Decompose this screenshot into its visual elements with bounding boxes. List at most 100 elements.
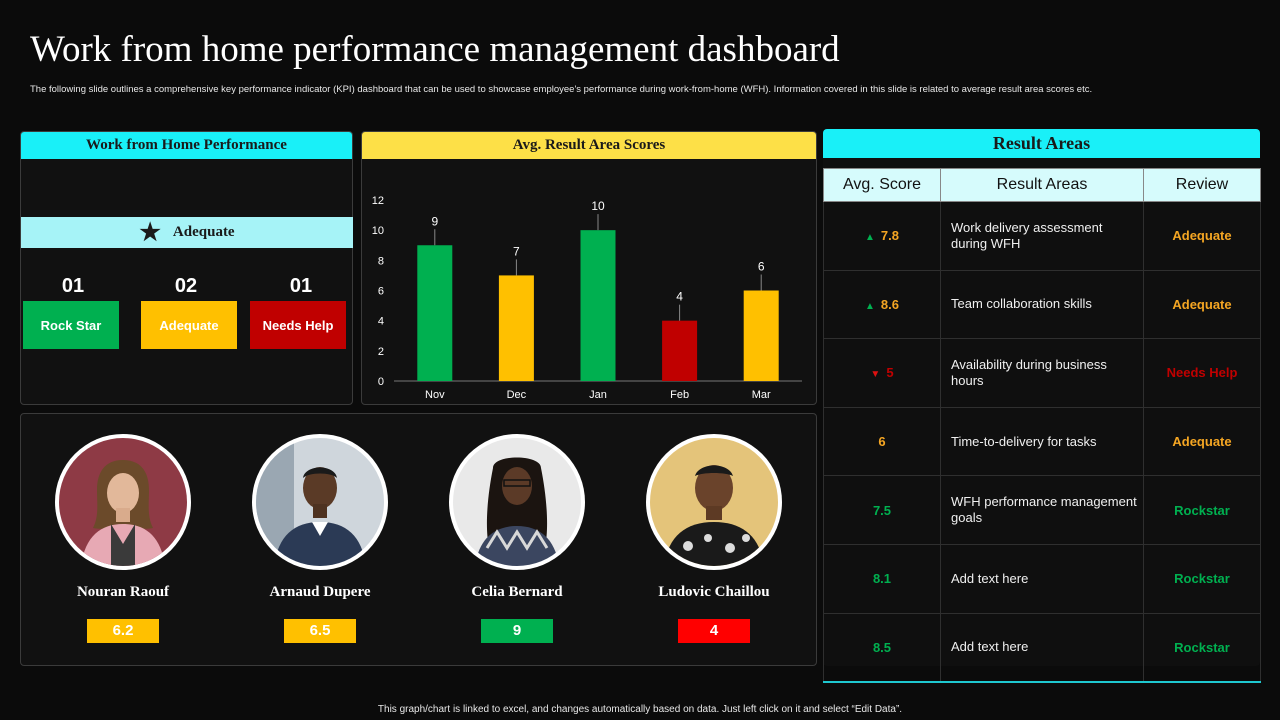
bar (662, 320, 698, 381)
avg-score-cell: 8.1 (823, 543, 941, 614)
avg-score-cell: ▲ 7.8 (823, 201, 941, 271)
result-area-cell: Add text here (940, 612, 1144, 684)
result-area-cell: Work delivery assessment during WFH (940, 201, 1144, 271)
avatar (252, 434, 388, 570)
employee-name: Celia Bernard (471, 584, 563, 600)
data-label: 9 (431, 214, 438, 228)
y-tick-label: 6 (378, 286, 384, 298)
avg-score-value: 7.5 (872, 502, 892, 518)
wfh-panel-header: Work from Home Performance (21, 132, 352, 159)
avg-score-cell: ▲ 8.6 (823, 269, 941, 340)
star-icon: ★ (139, 219, 161, 246)
result-areas-table: Avg. Score Result Areas Review ▲ 7.8 Work … (823, 168, 1261, 684)
adequate-count: 02 (174, 275, 198, 297)
y-tick-label: 4 (378, 316, 384, 328)
avatar (55, 434, 191, 570)
employee-score: 6.2 (87, 619, 159, 643)
page-title: Work from home performance management da… (30, 29, 840, 70)
x-tick-label: Feb (670, 389, 689, 401)
employee-score: 6.5 (284, 619, 356, 643)
avg-score-value: 8.6 (880, 296, 899, 312)
bar (498, 275, 534, 381)
bar (417, 245, 453, 381)
avg-score-cell: ▼ 5 (823, 338, 941, 408)
trend-up-icon: ▲ (865, 300, 875, 312)
avatar (449, 434, 585, 570)
x-tick-label: Mar (752, 389, 771, 401)
overall-rating-label: Adequate (172, 224, 235, 240)
employee-name: Ludovic Chaillou (658, 584, 770, 600)
table-row: 6 Time-to-delivery for tasks Adequate (823, 406, 1261, 477)
avatar-photo (256, 438, 384, 566)
result-area-cell: Add text here (940, 543, 1144, 614)
column-header: Review (1143, 168, 1261, 202)
column-header: Avg. Score (823, 168, 941, 202)
data-label: 7 (513, 244, 520, 258)
overall-rating-band: ★ Adequate (21, 217, 353, 248)
avg-score-cell: 7.5 (823, 475, 941, 545)
table-header-row: Avg. Score Result Areas Review (823, 168, 1261, 202)
avg-score-cell: 8.5 (823, 612, 941, 684)
employee-score: 4 (678, 619, 750, 643)
review-cell: Adequate (1143, 201, 1261, 271)
bar (743, 290, 779, 381)
trend-down-icon: ▼ (870, 369, 881, 381)
trend-up-icon: ▲ (865, 232, 875, 244)
review-cell: Rockstar (1143, 612, 1261, 684)
review-cell: Rockstar (1143, 543, 1261, 614)
avatar-photo (453, 438, 581, 566)
employee-name: Arnaud Dupere (269, 584, 371, 600)
x-tick-label: Nov (425, 389, 445, 401)
table-row: ▲ 7.8 Work delivery assessment during WFH A… (823, 201, 1261, 271)
result-area-cell: Team collaboration skills (940, 269, 1144, 340)
result-areas-header: Result Areas (823, 129, 1260, 158)
review-cell: Needs Help (1143, 338, 1261, 408)
review-cell: Adequate (1143, 269, 1261, 340)
avg-score-value: 8.1 (872, 571, 892, 587)
avatar (646, 434, 782, 570)
needs-help-badge: Needs Help (250, 301, 346, 349)
chart-title: Avg. Result Area Scores (362, 132, 816, 159)
adequate-badge: Adequate (141, 301, 237, 349)
needs-help-count: 01 (289, 275, 313, 297)
result-area-cell: Availability during business hours (940, 338, 1144, 408)
y-tick-label: 0 (378, 376, 384, 388)
avg-score-value: 8.5 (872, 639, 892, 655)
avg-score-value: 5 (886, 365, 894, 381)
rockstar-badge: Rock Star (23, 301, 119, 349)
avg-result-scores-panel: Avg. Result Area Scores 0 2 4 6 8 10 12 9 Nov 7 De… (361, 131, 817, 405)
column-header: Result Areas (940, 168, 1144, 202)
avatar-photo (59, 438, 187, 566)
employee-score: 9 (481, 619, 553, 643)
review-cell: Adequate (1143, 406, 1261, 477)
data-label: 10 (591, 199, 605, 213)
table-row: 8.1 Add text here Rockstar (823, 543, 1261, 614)
result-areas-panel: Result Areas Avg. Score Result Areas Rev… (823, 129, 1261, 684)
avg-score-value: 7.8 (880, 228, 899, 244)
y-tick-label: 2 (378, 346, 384, 358)
avg-score-cell: 6 (823, 406, 941, 477)
data-label: 4 (676, 290, 683, 304)
result-area-cell: Time-to-delivery for tasks (940, 406, 1144, 477)
employee-name: Nouran Raouf (76, 584, 170, 600)
table-row: ▲ 8.6 Team collaboration skills Adequate (823, 269, 1261, 340)
employees-panel: Nouran Raouf 6.2 Arnaud Dupere 6.5 (20, 413, 817, 666)
avatar-photo (650, 438, 778, 566)
y-tick-label: 12 (372, 195, 384, 207)
y-tick-label: 8 (378, 255, 384, 267)
wfh-performance-panel: Work from Home Performance ★ Adequate 01… (20, 131, 353, 405)
result-area-cell: WFH performance management goals (940, 475, 1144, 545)
x-tick-label: Jan (589, 389, 607, 401)
footer-note: This graph/chart is linked to excel, and… (377, 704, 903, 715)
table-row: 8.5 Add text here Rockstar (823, 612, 1261, 684)
data-label: 6 (758, 260, 765, 274)
bar (580, 230, 616, 381)
bar-chart: 0 2 4 6 8 10 12 9 Nov 7 Dec 10 Jan 4 Feb 6 Mar (372, 195, 802, 401)
table-row: 7.5 WFH performance management goals Rocks… (823, 475, 1261, 545)
avg-score-value: 6 (878, 434, 886, 450)
y-tick-label: 10 (372, 225, 384, 237)
review-cell: Rockstar (1143, 475, 1261, 545)
rockstar-count: 01 (61, 275, 85, 297)
page-subtitle: The following slide outlines a comprehen… (30, 84, 1093, 95)
x-tick-label: Dec (507, 389, 527, 401)
